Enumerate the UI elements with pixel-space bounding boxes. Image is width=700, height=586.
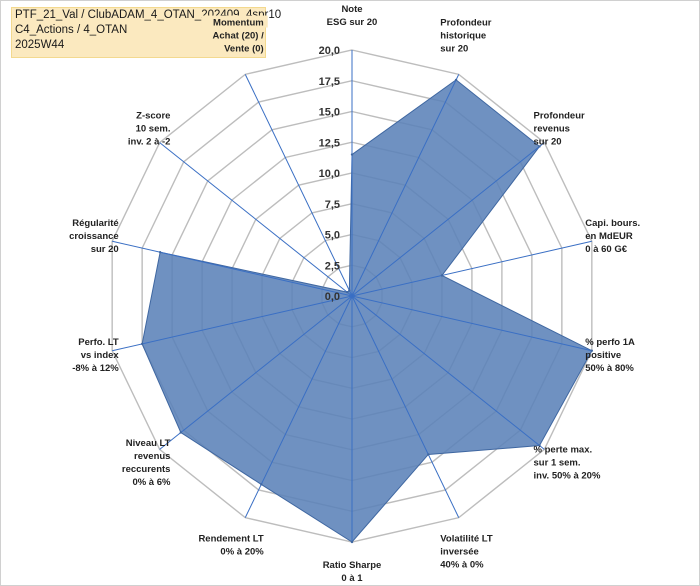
axis-label-6: Volatilité LT [440, 533, 493, 544]
axis-label-9: revenus [134, 451, 170, 462]
axis-label-1: sur 20 [440, 44, 468, 55]
axis-label-4: % perfo 1A [585, 337, 635, 348]
tick-label: 20,0 [319, 45, 340, 57]
axis-label-13: Momentum [213, 18, 264, 29]
momentum-highlight [201, 15, 268, 28]
data-point [140, 342, 144, 346]
tick-label: 5,0 [325, 230, 340, 242]
axis-label-4: positive [585, 350, 621, 361]
data-point [538, 145, 541, 148]
axis-label-9: Niveau LT [126, 438, 171, 449]
axis-label-13: Achat (20) / [213, 31, 265, 42]
axis-spoke [351, 295, 592, 352]
data-point [590, 349, 594, 352]
axis-label-4: 50% à 80% [585, 363, 634, 374]
axis-label-12: Z-score [136, 110, 170, 121]
axis-spoke [351, 142, 545, 297]
data-point [538, 444, 541, 447]
axis-label-7: Ratio Sharpe [323, 560, 382, 571]
axis-label-1: Profondeur [440, 18, 491, 29]
data-point [440, 274, 444, 277]
tick-label: 7,5 [325, 199, 340, 211]
axis-label-6: inversée [440, 546, 479, 557]
axis-label-0: ESG sur 20 [327, 17, 378, 28]
axis-label-10: Perfo. LT [78, 337, 119, 348]
tick-label: 12,5 [319, 137, 340, 149]
data-point [345, 290, 349, 294]
axis-spoke [351, 74, 460, 297]
axis-label-13: Vente (0) [224, 44, 264, 55]
data-point [158, 251, 162, 254]
axis-spoke [351, 295, 460, 518]
axis-spoke [244, 295, 353, 518]
chart-title-line-3: 2025W44 [15, 39, 65, 51]
tick-label: 10,0 [319, 168, 340, 180]
data-point [260, 483, 263, 486]
axis-label-10: vs index [81, 350, 120, 361]
data-area [141, 79, 593, 543]
axis-label-3: 0 à 60 G€ [585, 244, 627, 255]
axis-label-3: Capi. bours. [585, 218, 640, 229]
axis-spoke [112, 295, 353, 352]
axis-label-5: sur 1 sem. [534, 458, 581, 469]
tick-label: 0,0 [325, 291, 340, 303]
axis-label-9: 0% à 6% [132, 477, 171, 488]
axis-spoke [159, 295, 353, 450]
data-point [348, 289, 351, 292]
data-point [454, 78, 458, 82]
data-point [179, 431, 183, 434]
tick-label: 15,0 [319, 107, 340, 119]
axis-label-10: -8% à 12% [72, 363, 119, 374]
chart-title-line-2: C4_Actions / 4_OTAN [15, 24, 128, 36]
axis-label-11: croissance [69, 231, 119, 242]
axis-label-8: 0% à 20% [220, 546, 264, 557]
axis-label-2: sur 20 [534, 136, 562, 147]
axis-label-2: Profondeur [534, 110, 585, 121]
axis-label-7: 0 à 1 [341, 573, 363, 584]
axis-label-5: % perte max. [534, 445, 593, 456]
axis-label-5: inv. 50% à 20% [534, 471, 601, 482]
axis-label-9: reccurents [122, 464, 171, 475]
axis-label-12: inv. 2 à -2 [128, 136, 171, 147]
tick-label: 2,5 [325, 260, 340, 272]
data-point [350, 153, 354, 156]
tick-label: 17,5 [319, 76, 340, 88]
axis-label-2: revenus [534, 123, 570, 134]
axis-spoke [351, 240, 592, 297]
axis-spoke [112, 240, 353, 297]
data-point [427, 453, 430, 456]
axis-label-1: historique [440, 31, 486, 42]
data-point [350, 540, 354, 544]
axis-label-8: Rendement LT [198, 533, 263, 544]
axis-spoke [351, 295, 545, 450]
axis-label-3: en MdEUR [585, 231, 633, 242]
axis-label-0: Note [341, 4, 362, 15]
axis-label-11: Régularité [72, 218, 118, 229]
axis-spoke [159, 142, 353, 297]
axis-label-12: 10 sem. [136, 123, 171, 134]
axis-label-6: 40% à 0% [440, 559, 484, 570]
axis-label-11: sur 20 [91, 244, 119, 255]
axis-spoke [244, 74, 353, 297]
